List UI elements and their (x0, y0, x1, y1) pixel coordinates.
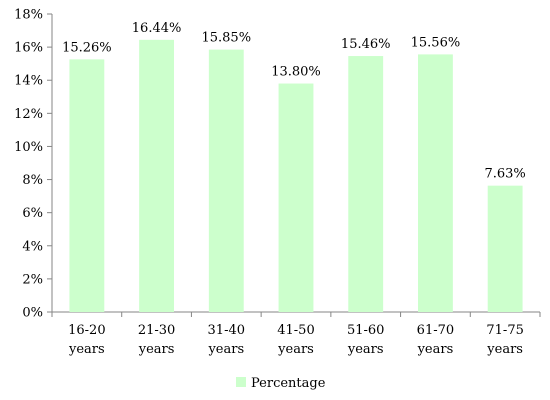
x-tick-label: years (207, 342, 244, 357)
y-tick-label: 0% (22, 306, 43, 321)
legend-swatch-percentage (236, 377, 246, 387)
x-tick-label: years (417, 342, 454, 357)
x-tick-label: 41-50 (277, 323, 314, 338)
y-tick-label: 18% (14, 8, 43, 23)
x-axis: 16-20 years 21-30 years 31-40 years 41-50 years… (51, 311, 541, 357)
x-tick-label: years (138, 342, 175, 357)
y-tick-label: 12% (14, 107, 43, 122)
bar (69, 59, 105, 313)
data-labels: 15.26% 16.44% 15.85% 13.80% 15.46% 15.56% 7.63… (62, 21, 526, 182)
bar (348, 56, 384, 312)
data-label: 15.56% (411, 35, 461, 50)
y-tick-label: 6% (22, 206, 43, 221)
x-tick-label: years (68, 342, 105, 357)
x-tick-label: years (277, 342, 314, 357)
x-tick-label: years (486, 342, 523, 357)
x-tick-label: 31-40 (208, 323, 245, 338)
x-tick-label: years (347, 342, 384, 357)
bar (278, 83, 314, 313)
bar (208, 49, 244, 312)
y-tick-label: 16% (14, 41, 43, 56)
y-tick-label: 2% (22, 272, 43, 287)
y-axis: 0% 2% 4% 6% 8% 10% 12% 14% 16% 18% (14, 8, 53, 321)
data-label: 15.85% (201, 31, 251, 46)
data-label: 16.44% (132, 21, 182, 36)
bars (69, 39, 523, 313)
legend: Percentage (236, 376, 326, 391)
x-tick-label: 16-20 (68, 323, 105, 338)
y-tick-label: 8% (22, 173, 43, 188)
y-tick-label: 14% (14, 74, 43, 89)
bar (418, 54, 453, 312)
legend-label-percentage: Percentage (251, 376, 326, 391)
data-label: 15.46% (341, 37, 391, 52)
data-label: 15.26% (62, 40, 112, 55)
x-tick-label: 51-60 (347, 323, 384, 338)
x-tick-label: 71-75 (486, 323, 523, 338)
bar (487, 185, 523, 312)
data-label: 7.63% (484, 167, 525, 182)
y-tick-label: 4% (22, 239, 43, 254)
bar (139, 39, 174, 313)
y-tick-label: 10% (14, 140, 43, 155)
x-tick-label: 61-70 (417, 323, 454, 338)
x-tick-label: 21-30 (138, 323, 175, 338)
data-label: 13.80% (271, 65, 321, 80)
